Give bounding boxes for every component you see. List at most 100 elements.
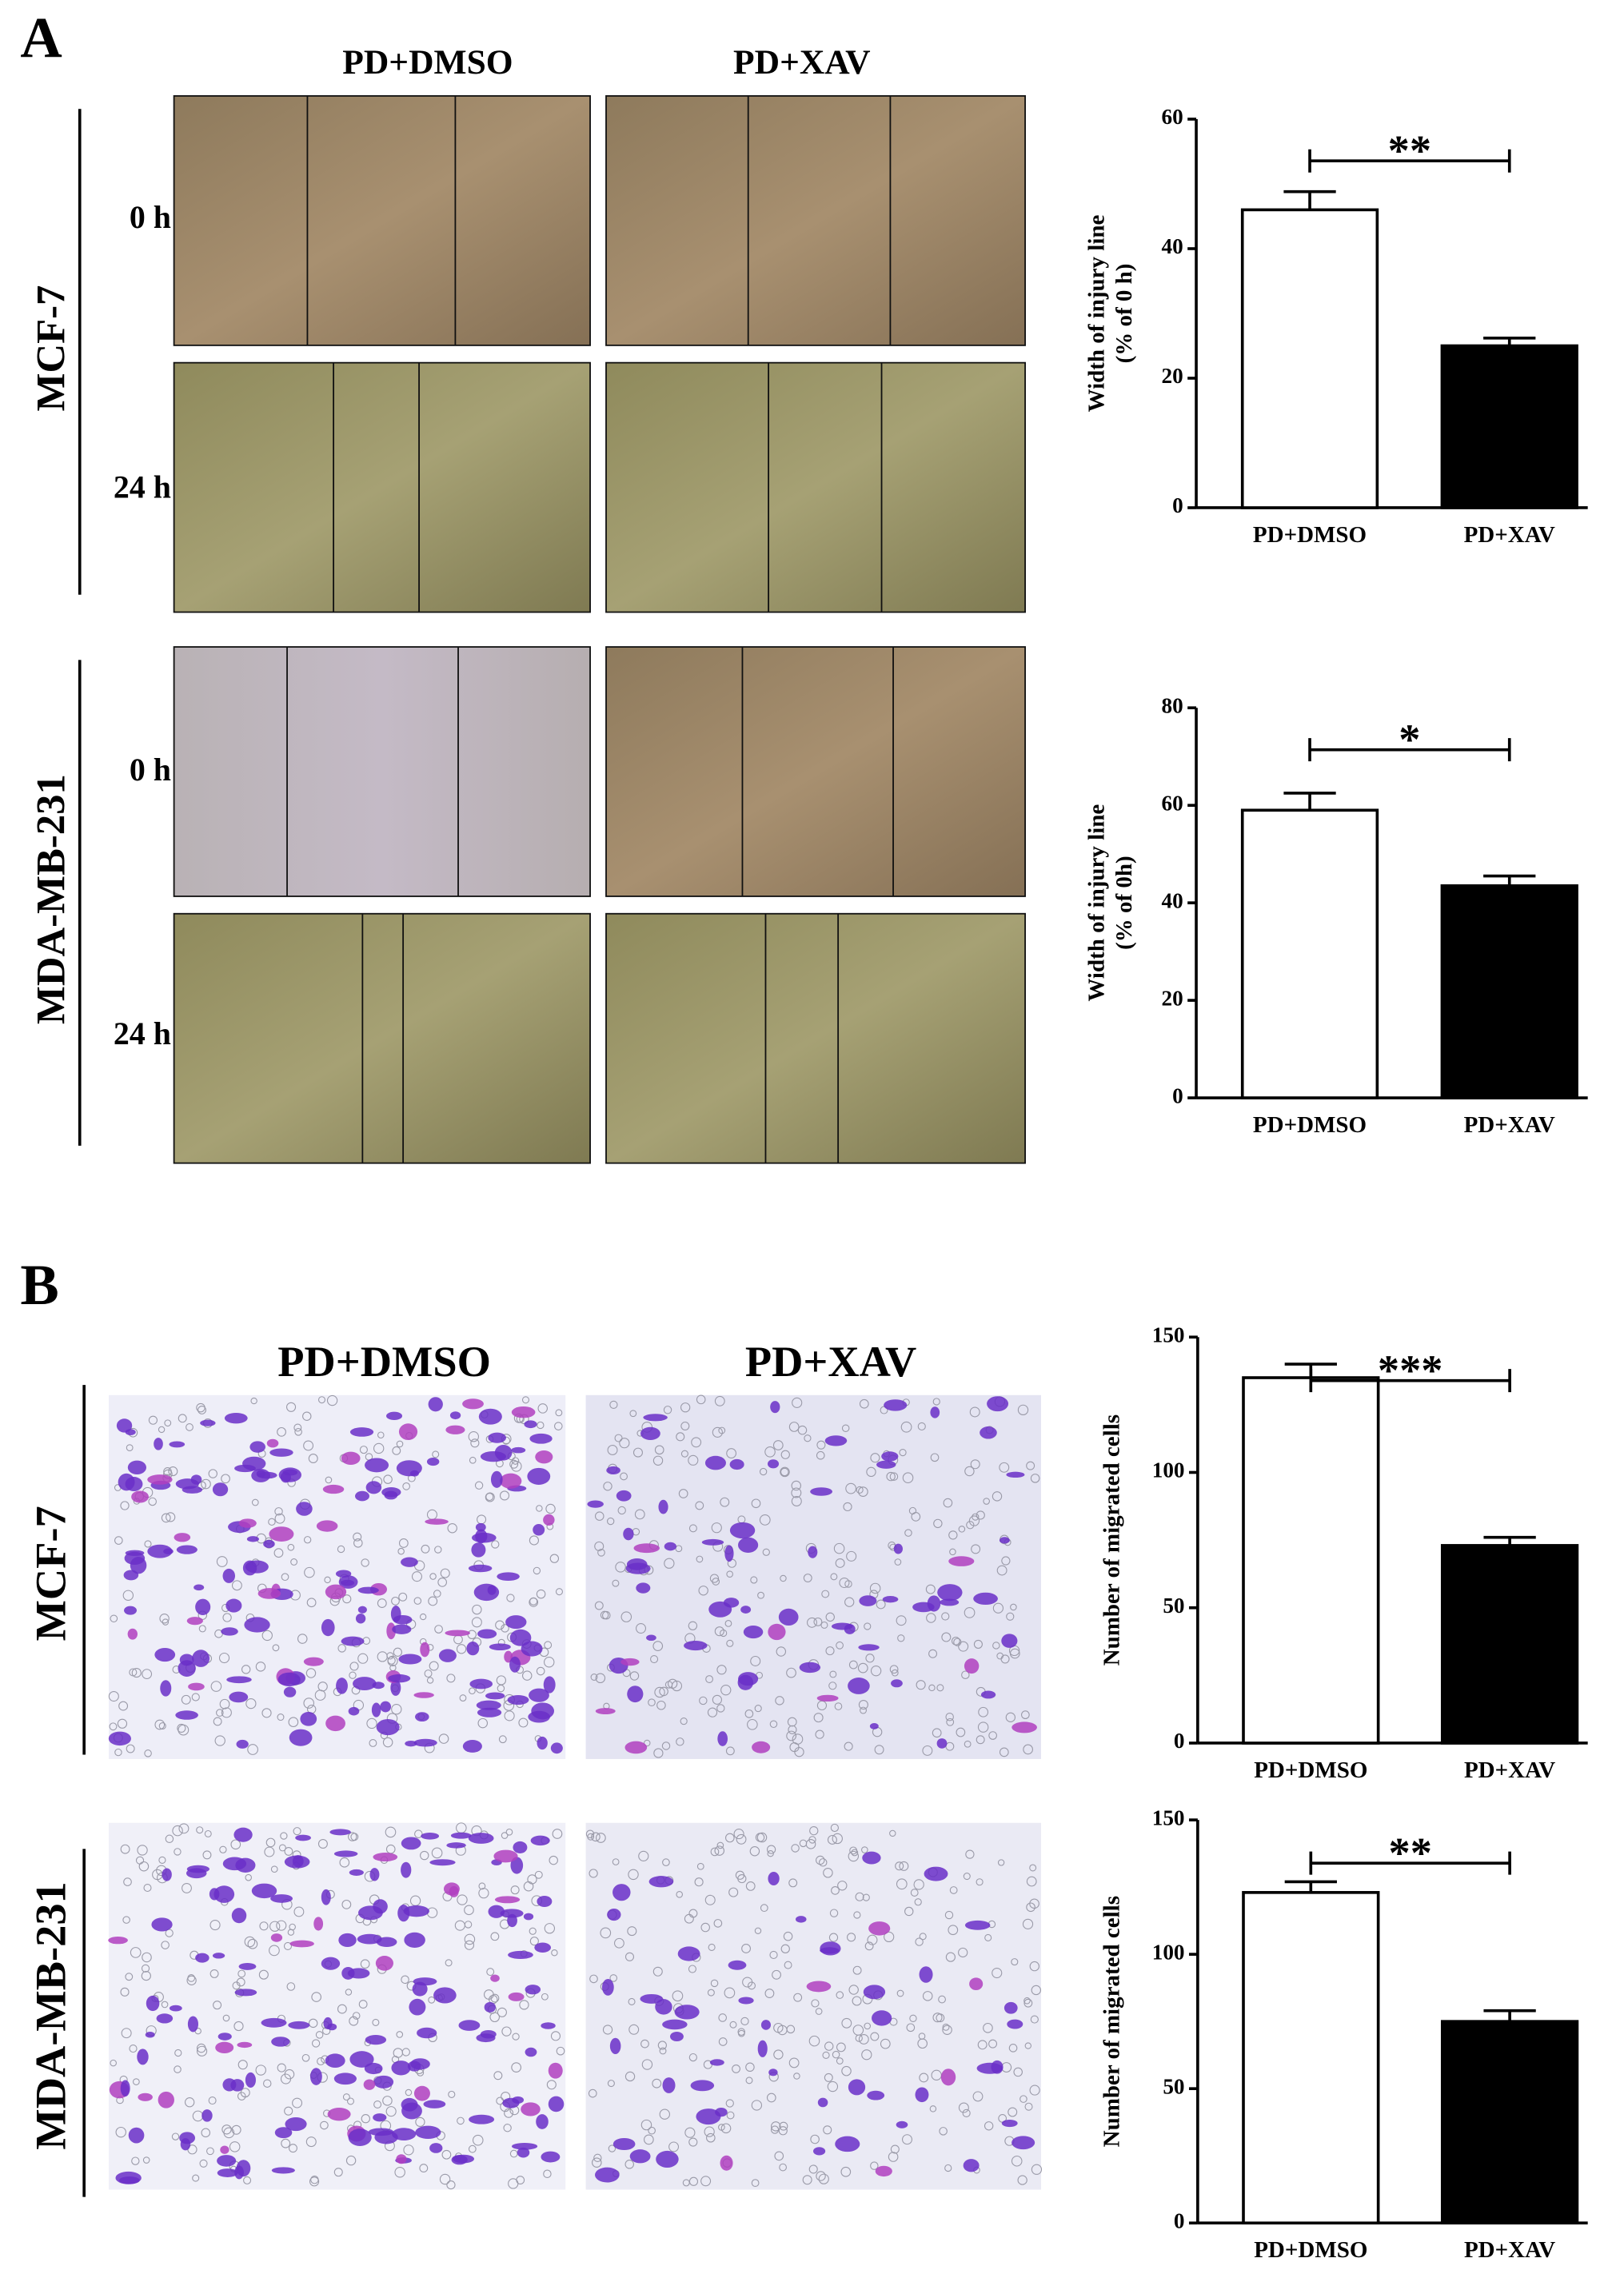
cell bbox=[110, 1614, 118, 1623]
cell bbox=[748, 1981, 756, 1990]
cell bbox=[161, 1941, 170, 1949]
cell bbox=[899, 1861, 909, 1871]
cell bbox=[818, 1858, 828, 1867]
cell bbox=[499, 1490, 510, 1501]
cell bbox=[1029, 1898, 1039, 1909]
stained-cell bbox=[225, 1598, 242, 1613]
cell bbox=[710, 1847, 720, 1857]
stained-cell bbox=[154, 1647, 176, 1662]
cell bbox=[779, 2163, 787, 2172]
cell bbox=[951, 1636, 960, 1646]
cell bbox=[208, 1469, 217, 1478]
cell bbox=[286, 1982, 296, 1991]
bar bbox=[1440, 2020, 1579, 2225]
cell bbox=[509, 1459, 519, 1469]
stained-cell bbox=[607, 1908, 621, 1921]
stained-cell bbox=[820, 1941, 841, 1956]
cell bbox=[277, 1713, 285, 1721]
cell bbox=[704, 1894, 716, 1905]
stained-cell bbox=[309, 2068, 322, 2085]
stained-cell bbox=[643, 1414, 668, 1422]
cell bbox=[222, 2014, 230, 2022]
cell bbox=[830, 1823, 839, 1833]
cell bbox=[958, 1641, 969, 1652]
stained-cell bbox=[413, 1738, 437, 1747]
cell bbox=[274, 1513, 285, 1524]
stained-cell bbox=[924, 1866, 948, 1881]
y-tick-label: 100 bbox=[1152, 1940, 1185, 1964]
stained-cell bbox=[930, 1406, 940, 1418]
cell bbox=[311, 1992, 321, 2002]
stained-cell bbox=[480, 2030, 497, 2039]
cell bbox=[706, 2132, 716, 2143]
cell bbox=[918, 2033, 926, 2040]
cell bbox=[942, 2025, 952, 2035]
cell bbox=[972, 2091, 984, 2102]
time-label: 24 h bbox=[114, 1015, 171, 1051]
stained-cell bbox=[212, 1953, 225, 1959]
stained-cell bbox=[831, 1622, 853, 1630]
stained-cell bbox=[376, 1937, 397, 1948]
stained-cell bbox=[147, 1544, 173, 1558]
cell bbox=[133, 2078, 140, 2085]
cell bbox=[640, 2039, 649, 2049]
cell bbox=[288, 2144, 297, 2153]
cell bbox=[357, 1653, 369, 1664]
stained-cell bbox=[912, 1602, 935, 1613]
cell bbox=[1008, 2044, 1018, 2053]
cell bbox=[855, 1892, 864, 1901]
cell bbox=[870, 1453, 880, 1463]
cell bbox=[172, 1825, 183, 1837]
stained-cell bbox=[738, 1537, 759, 1553]
cell bbox=[117, 1718, 128, 1729]
cell bbox=[126, 1444, 134, 1452]
cell bbox=[958, 1526, 966, 1533]
cell bbox=[276, 1920, 287, 1931]
cell bbox=[628, 2024, 640, 2035]
stained-cell bbox=[373, 1853, 398, 1862]
cell bbox=[216, 1709, 224, 1717]
cell bbox=[434, 1546, 442, 1554]
stained-cell bbox=[511, 1406, 536, 1418]
cell bbox=[751, 1498, 761, 1509]
cell bbox=[497, 1684, 505, 1693]
stained-cell bbox=[662, 2019, 688, 2030]
cell bbox=[963, 1873, 971, 1881]
cell bbox=[148, 1497, 157, 1506]
cell bbox=[447, 1523, 457, 1534]
cell bbox=[125, 1973, 134, 1981]
stained-cell bbox=[245, 2072, 256, 2088]
stained-cell bbox=[313, 1917, 324, 1931]
stained-cell bbox=[896, 2120, 908, 2128]
stained-cell bbox=[477, 1629, 497, 1639]
cell bbox=[688, 2176, 699, 2186]
cell bbox=[624, 1952, 635, 1961]
cell bbox=[592, 2157, 602, 2168]
significance-bracket bbox=[1309, 1851, 1511, 1875]
cell bbox=[956, 1727, 966, 1737]
cell bbox=[858, 2033, 869, 2045]
cell bbox=[984, 2121, 994, 2131]
stained-cell bbox=[300, 1711, 317, 1726]
cell bbox=[766, 1845, 776, 1854]
stained-cell bbox=[476, 1700, 501, 1710]
cell bbox=[852, 1965, 862, 1975]
stained-cell bbox=[626, 1558, 648, 1570]
cell bbox=[255, 1662, 266, 1672]
cell bbox=[491, 1540, 500, 1549]
stained-cell bbox=[270, 1894, 293, 1903]
cell bbox=[733, 1829, 744, 1840]
cell bbox=[311, 2039, 321, 2048]
cell bbox=[720, 2123, 732, 2134]
cell bbox=[740, 2017, 749, 2025]
cell bbox=[709, 1574, 720, 1583]
stained-cell bbox=[371, 1702, 381, 1717]
cell bbox=[594, 1541, 605, 1551]
stained-cell bbox=[186, 1617, 203, 1626]
cell bbox=[976, 1510, 985, 1520]
cell bbox=[174, 2049, 182, 2057]
cell bbox=[780, 1467, 789, 1477]
stained-cell bbox=[234, 1989, 257, 1997]
cell bbox=[345, 1989, 353, 1996]
stained-cell bbox=[251, 1883, 277, 1899]
